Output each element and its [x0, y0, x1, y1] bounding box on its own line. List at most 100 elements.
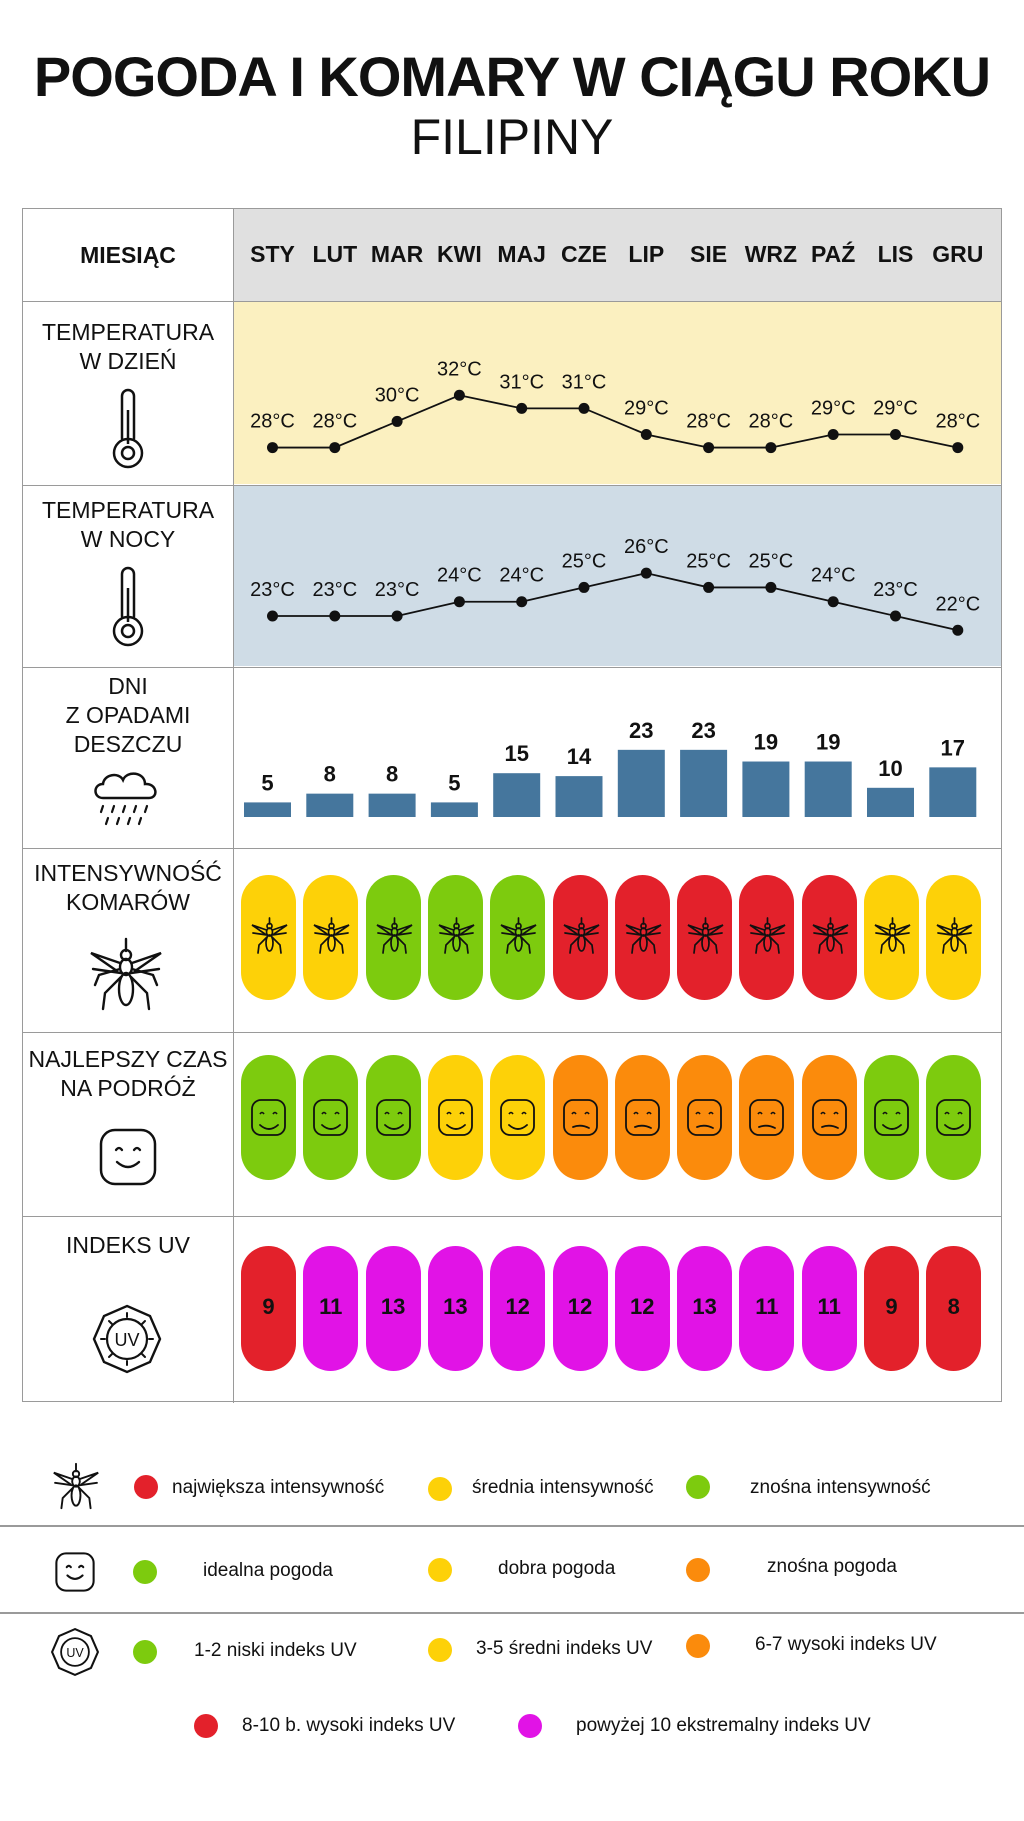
rain-bar — [555, 776, 603, 817]
uv-value-label: 12 — [567, 1294, 593, 1319]
month-label: LIP — [628, 241, 665, 267]
night_temperature-value-label: 24°C — [437, 565, 482, 587]
day_temperature-point — [703, 442, 715, 454]
day_temperature-line — [272, 394, 958, 449]
legend-travel-good: dobra pogoda — [498, 1558, 616, 1579]
climate-table: MIESIĄC STY LUT MAR KWI MAJ CZE LIP SIE WRZ PAŹ LI… — [22, 208, 1002, 1403]
rain-label-3: DESZCZU — [73, 731, 183, 757]
rain-cloud-icon — [94, 772, 157, 826]
uv-badge-icon: UV — [50, 1627, 100, 1677]
night_temperature-point — [516, 596, 528, 608]
travel-pill-tolerable — [614, 1055, 670, 1180]
day_temperature-point — [267, 442, 278, 454]
mosquito-icon — [500, 917, 537, 954]
smiley-icon — [874, 1099, 909, 1136]
smiley-icon — [375, 1099, 411, 1136]
night_temperature-point — [267, 610, 278, 622]
mosquito-pill-high — [614, 875, 670, 1000]
mosquito-pill-medium — [241, 875, 296, 1000]
month-label: KWI — [437, 241, 482, 267]
legend-uv-medium: 3-5 średni indeks UV — [476, 1638, 653, 1659]
month-label: CZE — [561, 241, 607, 267]
uv-label-cell: INDEKS UV UV — [23, 1217, 234, 1403]
smiley-icon — [99, 1128, 157, 1186]
travel-pill-ideal — [303, 1055, 359, 1180]
mosquito-icon — [812, 917, 849, 954]
travel-pill-ideal — [864, 1055, 919, 1180]
day_temperature-value-label: 28°C — [686, 411, 731, 433]
plot-background — [234, 486, 1001, 666]
smiley-icon — [624, 1099, 660, 1136]
uv-badge-icon: UV — [92, 1304, 162, 1374]
thermometer-icon — [112, 566, 144, 647]
smiley-icon — [811, 1099, 847, 1136]
page-subtitle: FILIPINY — [410, 109, 614, 165]
legend-dot-green — [133, 1560, 157, 1584]
legend-travel-ideal: idealna pogoda — [203, 1560, 333, 1581]
travel-cell — [234, 1033, 1001, 1216]
night_temperature-value-label: 24°C — [499, 565, 544, 587]
rain-bar — [867, 787, 914, 817]
travel-pill-ideal — [926, 1055, 982, 1180]
legend-mosquito-medium: średnia intensywność — [472, 1477, 654, 1498]
uv-value-label: 12 — [630, 1294, 655, 1319]
month-label: WRZ — [744, 241, 798, 267]
mosquito-pill-high — [677, 875, 733, 1000]
uv-value-label: 13 — [443, 1294, 468, 1319]
uv-value-label: 11 — [755, 1294, 779, 1319]
rain-value-label: 23 — [629, 718, 653, 743]
legend-uv-high: 6-7 wysoki indeks UV — [755, 1634, 937, 1655]
rain-value-label: 10 — [878, 756, 902, 781]
smiley-icon — [562, 1099, 598, 1136]
month-label: PAŹ — [811, 241, 856, 267]
day_temperature-value-label: 28°C — [312, 411, 357, 433]
legend-dot-yellow — [428, 1638, 452, 1662]
rain-value-label: 5 — [261, 770, 273, 795]
mosquito-pill-low — [490, 875, 546, 1000]
rain-bar — [804, 761, 852, 817]
rain-bar — [680, 749, 728, 817]
travel-pill-tolerable — [552, 1055, 608, 1180]
month-row: MIESIĄC STY LUT MAR KWI MAJ CZE LIP SIE WRZ PAŹ LI… — [23, 209, 1001, 302]
night_temperature-line — [272, 572, 959, 632]
day-temp-row: TEMPERATURA W DZIEŃ 28°C 28°C 30°C 32°C 31°C… — [23, 302, 1001, 486]
legend-dot-orange — [686, 1558, 710, 1582]
night_temperature-value-label: 23°C — [312, 579, 357, 601]
night_temperature-point — [391, 610, 403, 622]
day_temperature-value-label: 31°C — [499, 371, 544, 393]
night_temperature-point — [640, 567, 652, 579]
rain-value-label: 8 — [324, 762, 336, 787]
legend-dot-yellow — [428, 1558, 452, 1582]
legend-travel-tolerable: znośna pogoda — [767, 1556, 897, 1577]
rain-value-label: 19 — [754, 730, 778, 755]
mosquito-icon — [749, 917, 786, 954]
day_temperature-point — [329, 442, 341, 454]
legend-dot-green — [686, 1475, 710, 1499]
rain-bar — [244, 802, 291, 817]
mosquito-icon — [563, 917, 599, 954]
month-label: LUT — [312, 241, 358, 267]
day_temperature-value-label: 29°C — [624, 398, 669, 420]
month-label: STY — [250, 241, 295, 267]
thermometer-icon — [112, 388, 144, 469]
day_temperature-value-label: 31°C — [562, 371, 607, 393]
rain-bar — [430, 802, 478, 817]
night-temp-label-1: TEMPERATURA — [41, 497, 215, 523]
rain-value-label: 19 — [816, 730, 840, 755]
legend-uv-low: 1-2 niski indeks UV — [194, 1640, 357, 1661]
travel-pill-ideal — [365, 1055, 421, 1180]
uv-pill: 11 — [739, 1246, 795, 1371]
mosquito-icon — [625, 917, 662, 954]
day_temperature-point — [391, 415, 403, 427]
rain-row: DNI Z OPADAMI DESZCZU 5 8 8 5 15 14 23 23 19 19 10… — [23, 668, 1001, 849]
uv-pill: 9 — [241, 1246, 296, 1371]
rain-label-cell: DNI Z OPADAMI DESZCZU — [23, 668, 234, 848]
rain-bar — [929, 767, 977, 817]
rain-value-label: 23 — [691, 718, 715, 743]
day_temperature-value-label: 30°C — [375, 384, 420, 406]
uv-cell: 9 11 13 13 12 12 12 13 11 11 9 8 — [234, 1217, 1001, 1403]
night-temp-cell: 23°C 23°C 23°C 24°C 24°C 25°C 26°C 25°C 25°C 24°C… — [234, 486, 1001, 667]
uv-value-label: 8 — [947, 1294, 960, 1319]
night-temp-label-cell: TEMPERATURA W NOCY — [23, 486, 234, 667]
travel-label-2: NA PODRÓŻ — [60, 1075, 196, 1101]
